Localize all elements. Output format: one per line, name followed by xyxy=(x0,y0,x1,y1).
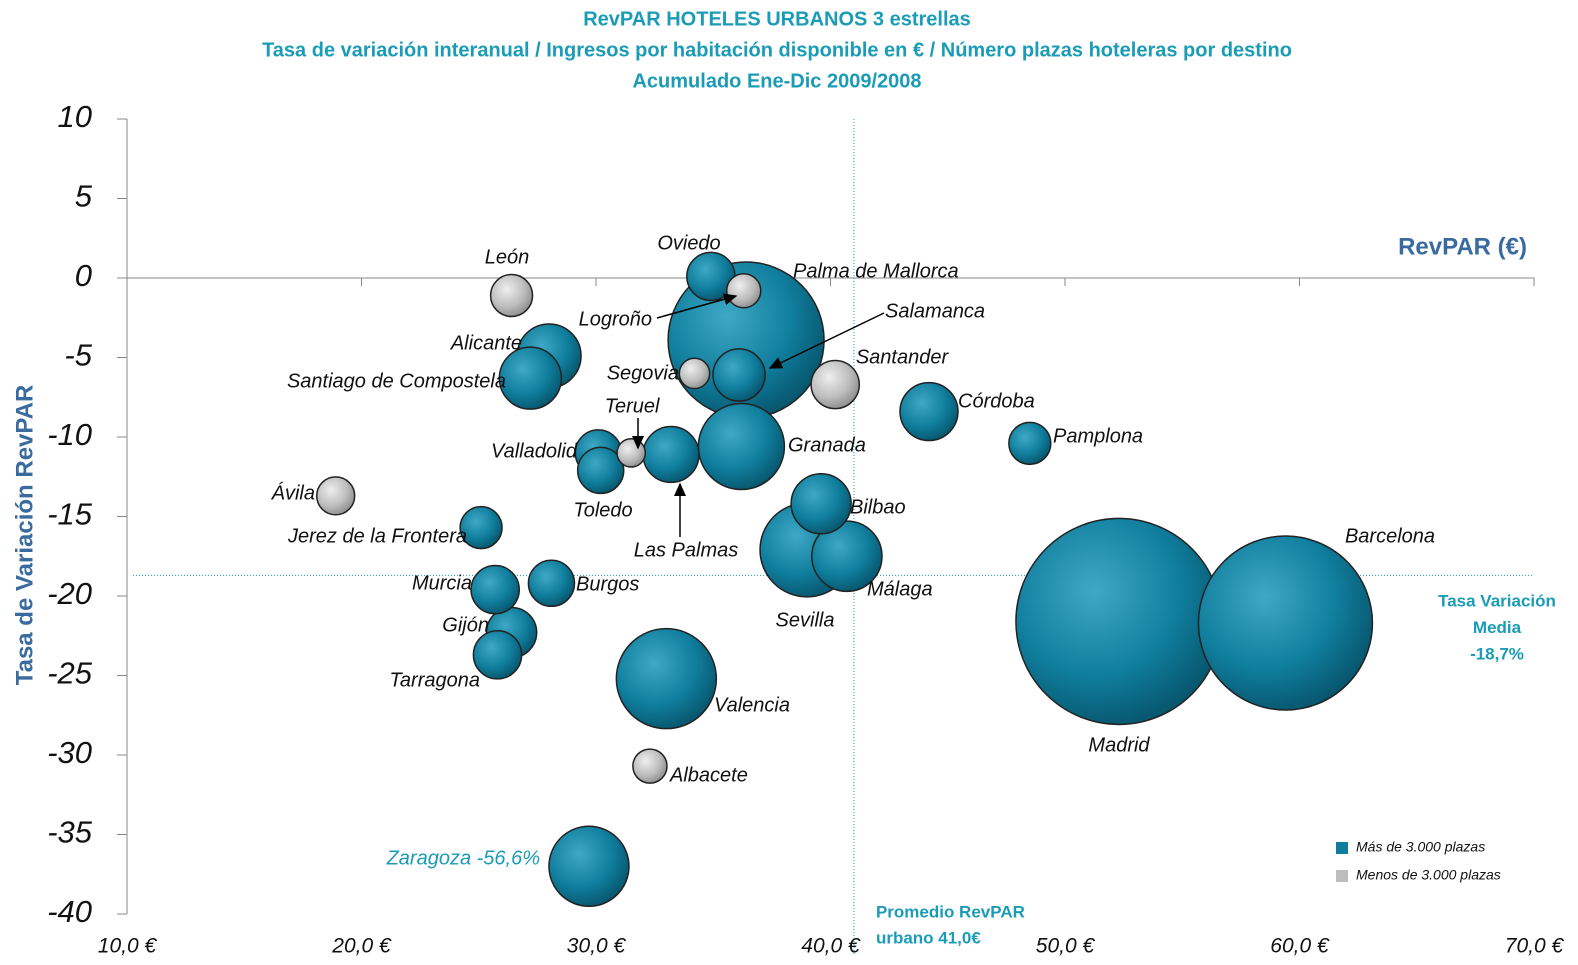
point-label: Murcia xyxy=(412,572,472,594)
y-tick-label: -30 xyxy=(47,735,92,770)
bubble xyxy=(697,402,786,491)
bubble xyxy=(615,627,718,730)
bubble xyxy=(616,438,647,468)
point-label: Barcelona xyxy=(1345,525,1435,547)
bubble xyxy=(548,825,630,908)
reference-label: Media xyxy=(1473,618,1522,637)
point-label: Alicante xyxy=(450,332,522,354)
point-label: Logroño xyxy=(579,308,652,330)
point-label: Santiago de Compostela xyxy=(287,370,506,392)
y-tick-label: -20 xyxy=(47,576,92,611)
bubble xyxy=(712,348,766,402)
point-label: Valencia xyxy=(714,694,790,716)
point-label: Valladolid xyxy=(491,440,578,462)
point-label: Sevilla xyxy=(776,609,835,631)
y-tick-label: -15 xyxy=(47,497,93,532)
y-tick-label: 10 xyxy=(58,99,92,134)
point-label: Santander xyxy=(856,346,950,368)
y-tick-label: -25 xyxy=(47,656,93,691)
point-label: León xyxy=(485,246,530,268)
bubble xyxy=(470,564,520,615)
bubble xyxy=(811,520,883,593)
y-tick-label: 0 xyxy=(75,258,92,293)
legend-swatch xyxy=(1336,870,1348,882)
legend-swatch xyxy=(1336,842,1348,854)
x-tick-label: 50,0 € xyxy=(1036,935,1096,958)
bubble xyxy=(1197,535,1374,711)
point-label: Bilbao xyxy=(850,496,906,518)
y-tick-label: -10 xyxy=(47,417,92,452)
arrows xyxy=(632,293,885,537)
point-label: Pamplona xyxy=(1053,425,1143,447)
point-label: Burgos xyxy=(576,573,639,595)
point-label: Gijón xyxy=(442,614,489,636)
bubble xyxy=(790,473,852,535)
bubble xyxy=(576,446,625,495)
x-tick-label: 40,0 € xyxy=(801,935,861,958)
chart-subtitle: Tasa de variación interanual / Ingresos … xyxy=(262,39,1292,61)
chart-subtitle: Acumulado Ene-Dic 2009/2008 xyxy=(632,70,921,92)
legend-label: Más de 3.000 plazas xyxy=(1356,839,1485,855)
bubble xyxy=(472,629,523,680)
bubble xyxy=(632,748,668,784)
point-label: Tarragona xyxy=(390,669,480,691)
y-tick-label: 5 xyxy=(75,179,93,214)
bubble xyxy=(459,505,503,550)
chart-title: RevPAR HOTELES URBANOS 3 estrellas xyxy=(583,8,971,30)
y-tick-label: -5 xyxy=(64,338,92,373)
bubble xyxy=(899,381,959,442)
point-label: Palma de Mallorca xyxy=(793,260,959,282)
x-tick-label: 20,0 € xyxy=(331,935,392,958)
x-tick-label: 10,0 € xyxy=(98,935,158,958)
point-label: Salamanca xyxy=(885,300,985,322)
bubble xyxy=(642,425,700,484)
bubble xyxy=(498,346,563,410)
bubble xyxy=(1015,517,1223,726)
y-tick-label: -35 xyxy=(47,815,93,850)
arrow xyxy=(656,293,738,319)
point-label: Segovia xyxy=(607,362,679,384)
reference-label: Tasa Variación xyxy=(1438,591,1556,610)
point-label: Ávila xyxy=(271,481,315,504)
x-tick-label: 60,0 € xyxy=(1270,935,1330,958)
point-label: Córdoba xyxy=(958,390,1035,412)
point-label: Teruel xyxy=(605,395,660,417)
bubble xyxy=(810,359,861,410)
reference-label: -18,7% xyxy=(1470,644,1524,663)
reference-label: urbano 41,0€ xyxy=(876,928,981,947)
x-tick-label: 30,0 € xyxy=(567,935,627,958)
bubble xyxy=(725,272,762,309)
legend-label: Menos de 3.000 plazas xyxy=(1356,867,1501,883)
point-label: Jerez de la Frontera xyxy=(287,525,467,547)
point-label: Las Palmas xyxy=(634,539,739,561)
bubbles xyxy=(315,251,1374,908)
arrow xyxy=(768,312,885,369)
bubble xyxy=(1008,421,1052,466)
bubble xyxy=(527,559,576,608)
point-label: Zaragoza -56,6% xyxy=(386,847,540,869)
y-axis-title: Tasa de Variación RevPAR xyxy=(11,385,38,686)
bubble xyxy=(315,476,356,516)
point-label: Albacete xyxy=(669,764,748,786)
reference-label: Promedio RevPAR xyxy=(876,902,1025,921)
bubble xyxy=(489,273,534,318)
point-label: Toledo xyxy=(573,499,632,521)
point-label: Málaga xyxy=(867,578,933,600)
point-label: Granada xyxy=(788,434,866,456)
x-tick-label: 70,0 € xyxy=(1505,935,1565,958)
x-axis-title: RevPAR (€) xyxy=(1398,233,1527,260)
point-label: Madrid xyxy=(1088,734,1150,756)
y-tick-label: -40 xyxy=(47,894,92,929)
bubble xyxy=(678,357,711,390)
point-label: Oviedo xyxy=(657,232,720,254)
